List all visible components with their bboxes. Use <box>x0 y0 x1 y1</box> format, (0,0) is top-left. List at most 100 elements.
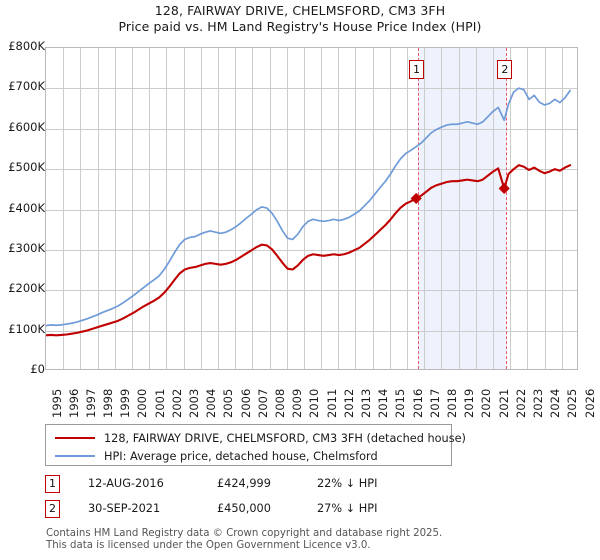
legend-swatch-price-paid <box>55 437 95 439</box>
series-line-price-paid <box>46 165 570 335</box>
chart-plot-area <box>45 47 578 370</box>
grid-line-vertical <box>287 48 288 369</box>
chart-highlight-band <box>417 48 506 369</box>
x-axis-tick-label: 2011 <box>324 388 339 418</box>
x-axis-tick-label: 2001 <box>152 388 167 418</box>
transaction-hpi-delta: 27% ↓ HPI <box>317 502 378 515</box>
grid-line-vertical <box>441 48 442 369</box>
legend-label-hpi: HPI: Average price, detached house, Chel… <box>104 449 378 463</box>
grid-line-vertical <box>321 48 322 369</box>
grid-line-horizontal <box>46 129 577 130</box>
footer-attribution: Contains HM Land Registry data © Crown c… <box>46 528 566 552</box>
x-axis-tick-label: 2012 <box>341 388 356 418</box>
grid-line-vertical <box>424 48 425 369</box>
grid-line-vertical <box>476 48 477 369</box>
grid-line-vertical <box>132 48 133 369</box>
grid-line-vertical <box>201 48 202 369</box>
y-axis-tick-label: £800K <box>8 39 45 53</box>
transaction-date: 12-AUG-2016 <box>88 477 164 490</box>
y-axis-tick-label: £700K <box>8 79 45 94</box>
transaction-point-marker-2 <box>498 182 510 195</box>
grid-line-horizontal <box>46 88 577 89</box>
x-axis-tick-label: 1999 <box>118 388 133 418</box>
x-axis-tick-label: 2002 <box>169 388 184 418</box>
x-axis-tick-label: 2007 <box>255 388 270 418</box>
x-axis-tick-label: 2026 <box>582 388 597 418</box>
x-axis-tick-label: 2013 <box>358 388 373 418</box>
event-marker-line-2 <box>505 48 507 369</box>
grid-line-vertical <box>149 48 150 369</box>
x-axis-tick-label: 1998 <box>101 388 116 418</box>
grid-line-vertical <box>338 48 339 369</box>
x-axis-tick-label: 2024 <box>548 388 563 418</box>
x-axis-tick-label: 1996 <box>66 388 81 418</box>
grid-line-horizontal <box>46 169 577 170</box>
x-axis-tick-label: 1995 <box>49 388 64 418</box>
transaction-date: 30-SEP-2021 <box>88 502 161 515</box>
page-title: 128, FAIRWAY DRIVE, CHELMSFORD, CM3 3FH … <box>0 3 600 35</box>
x-axis-tick-label: 2017 <box>427 388 442 418</box>
y-axis-tick-label: £300K <box>8 240 45 255</box>
table-row: 2 30-SEP-2021 £450,000 27% ↓ HPI <box>45 499 465 524</box>
grid-line-vertical <box>545 48 546 369</box>
grid-line-vertical <box>235 48 236 369</box>
x-axis-tick-label: 2015 <box>393 388 408 418</box>
x-axis-tick-label: 2006 <box>238 388 253 418</box>
grid-line-vertical <box>98 48 99 369</box>
legend-item-price-paid: 128, FAIRWAY DRIVE, CHELMSFORD, CM3 3FH … <box>55 430 466 446</box>
y-axis: £0 £100K £200K £300K £400K £500K £600K £700K £80… <box>0 0 45 560</box>
transactions-table: 1 12-AUG-2016 £424,999 22% ↓ HPI 2 30-SE… <box>45 474 465 524</box>
x-axis-tick-label: 2021 <box>496 388 511 418</box>
y-axis-tick-label: £400K <box>8 200 45 215</box>
grid-line-horizontal <box>46 250 577 251</box>
y-axis-tick-label: £500K <box>8 160 45 175</box>
grid-line-vertical <box>459 48 460 369</box>
grid-line-vertical <box>184 48 185 369</box>
footer-line-2: This data is licensed under the Open Gov… <box>46 540 371 551</box>
grid-line-vertical <box>304 48 305 369</box>
x-axis-tick-label: 2023 <box>530 388 545 418</box>
transaction-index-badge: 2 <box>45 500 60 518</box>
footer-line-1: Contains HM Land Registry data © Crown c… <box>46 528 443 539</box>
x-axis-tick-label: 2022 <box>513 388 528 418</box>
x-axis-tick-label: 2010 <box>307 388 322 418</box>
legend-label-price-paid: 128, FAIRWAY DRIVE, CHELMSFORD, CM3 3FH … <box>104 431 466 445</box>
grid-line-vertical <box>115 48 116 369</box>
x-axis-tick-label: 2003 <box>187 388 202 418</box>
x-axis: 1995 1996 1997 1998 1999 2000 2001 2002 2003 2004… <box>0 374 600 420</box>
grid-line-vertical <box>355 48 356 369</box>
legend-swatch-hpi <box>55 455 95 457</box>
x-axis-tick-label: 2000 <box>135 388 150 418</box>
grid-line-vertical <box>270 48 271 369</box>
event-badge-1: 1 <box>409 60 425 79</box>
grid-line-vertical <box>166 48 167 369</box>
x-axis-tick-label: 2025 <box>565 388 580 418</box>
transaction-price: £450,000 <box>217 502 271 515</box>
grid-line-horizontal <box>46 331 577 332</box>
chart-legend: 128, FAIRWAY DRIVE, CHELMSFORD, CM3 3FH … <box>45 424 466 466</box>
legend-item-hpi: HPI: Average price, detached house, Chel… <box>55 448 442 464</box>
x-axis-tick-label: 1997 <box>83 388 98 418</box>
grid-line-vertical <box>63 48 64 369</box>
title-line-2: Price paid vs. HM Land Registry's House … <box>118 19 482 34</box>
grid-line-vertical <box>373 48 374 369</box>
grid-line-vertical <box>510 48 511 369</box>
x-axis-tick-label: 2018 <box>444 388 459 418</box>
transaction-price: £424,999 <box>217 477 271 490</box>
x-axis-tick-label: 2020 <box>479 388 494 418</box>
y-axis-tick-label: £600K <box>8 119 45 134</box>
x-axis-tick-label: 2019 <box>462 388 477 418</box>
grid-line-horizontal <box>46 210 577 211</box>
transaction-point-marker-1 <box>410 192 422 205</box>
title-line-1: 128, FAIRWAY DRIVE, CHELMSFORD, CM3 3FH <box>154 3 446 18</box>
grid-line-vertical <box>252 48 253 369</box>
grid-line-vertical <box>493 48 494 369</box>
table-row: 1 12-AUG-2016 £424,999 22% ↓ HPI <box>45 474 465 499</box>
grid-line-vertical <box>562 48 563 369</box>
grid-line-vertical <box>407 48 408 369</box>
x-axis-tick-label: 2008 <box>273 388 288 418</box>
x-axis-tick-label: 2005 <box>221 388 236 418</box>
grid-line-vertical <box>218 48 219 369</box>
y-axis-tick-label: £100K <box>8 321 45 336</box>
